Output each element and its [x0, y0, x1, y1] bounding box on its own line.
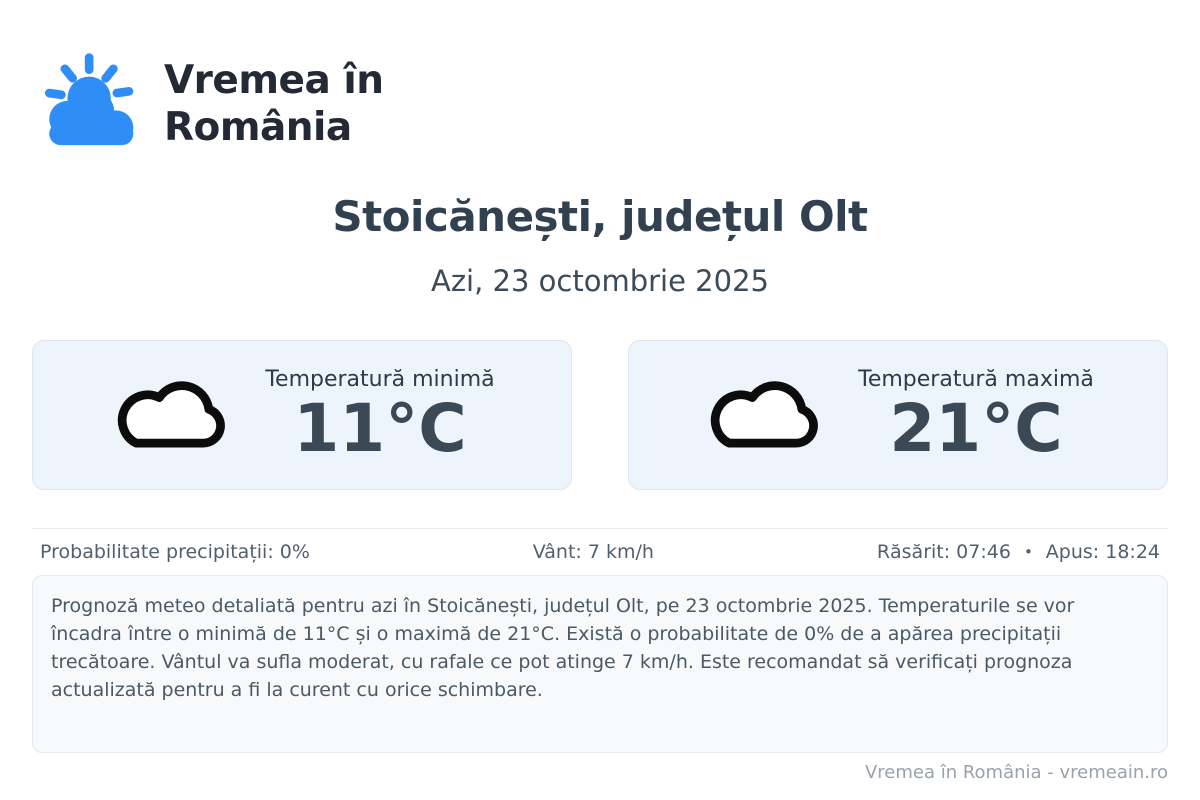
page-date-subtitle: Azi, 23 octombrie 2025 — [431, 264, 769, 298]
temperature-cards: Temperatură minimă 11°C Temperatură maxi… — [32, 340, 1168, 490]
sunrise-stat: Răsărit: 07:46 — [876, 541, 1011, 563]
site-logo: Vremea în România — [38, 44, 384, 156]
bullet-separator: • — [1023, 543, 1033, 561]
precipitation-stat: Probabilitate precipitații: 0% — [40, 541, 310, 563]
wind-stat: Vânt: 7 km/h — [532, 541, 654, 563]
sunset-stat: Apus: 18:24 — [1045, 541, 1160, 563]
stats-row: Probabilitate precipitații: 0% Vânt: 7 k… — [40, 541, 1160, 563]
wordmark-line1: Vremea în — [164, 58, 384, 103]
min-temperature-text: Temperatură minimă 11°C — [265, 367, 494, 463]
min-temperature-value: 11°C — [293, 389, 467, 467]
max-temperature-text: Temperatură maximă 21°C — [858, 367, 1094, 463]
forecast-box: Prognoză meteo detaliată pentru azi în S… — [32, 575, 1168, 753]
max-temperature-value: 21°C — [889, 389, 1063, 467]
min-temperature-card: Temperatură minimă 11°C — [32, 340, 572, 490]
min-temperature-label: Temperatură minimă — [265, 366, 495, 392]
stats-divider — [32, 528, 1168, 529]
forecast-text: Prognoză meteo detaliată pentru azi în S… — [51, 595, 1075, 701]
sun-times-stat: Răsărit: 07:46 • Apus: 18:24 — [877, 541, 1160, 563]
cloud-icon — [710, 381, 818, 448]
site-wordmark: Vremea în România — [164, 44, 384, 152]
sun-behind-cloud-icon — [44, 53, 134, 146]
page-title: Stoicănești, județul Olt — [332, 192, 868, 241]
wordmark-line2: România — [164, 104, 352, 150]
max-temperature-card: Temperatură maximă 21°C — [628, 340, 1168, 490]
max-temperature-label: Temperatură maximă — [858, 366, 1094, 392]
cloud-icon — [118, 381, 226, 448]
footer-credit: Vremea în România - vremeain.ro — [864, 762, 1168, 783]
